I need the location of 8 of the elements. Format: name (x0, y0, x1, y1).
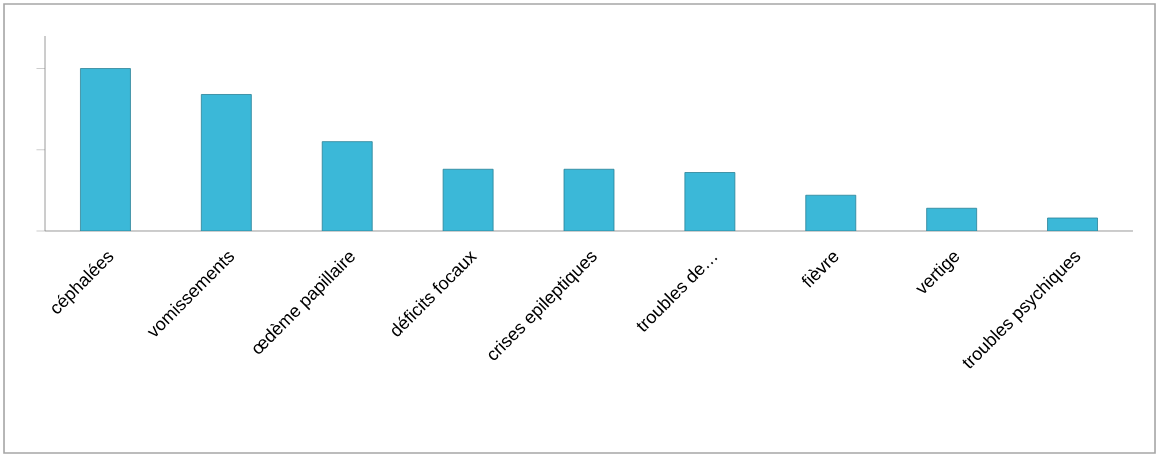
bar (805, 194, 857, 231)
bar (200, 94, 252, 231)
bar (321, 141, 373, 231)
bar (442, 168, 494, 231)
bar (563, 168, 615, 231)
bar (926, 207, 978, 231)
bar (80, 68, 131, 231)
bar (684, 172, 736, 231)
